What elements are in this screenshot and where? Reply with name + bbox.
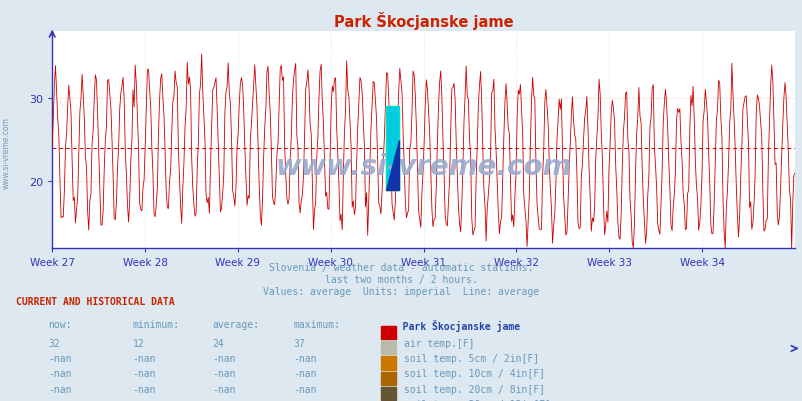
Text: -nan: -nan bbox=[293, 353, 316, 363]
Text: soil temp. 10cm / 4in[F]: soil temp. 10cm / 4in[F] bbox=[403, 369, 545, 379]
Bar bbox=[386, 107, 398, 190]
Text: -nan: -nan bbox=[48, 399, 71, 401]
Text: -nan: -nan bbox=[132, 399, 156, 401]
Text: -nan: -nan bbox=[213, 399, 236, 401]
Text: -nan: -nan bbox=[293, 369, 316, 379]
Bar bbox=[381, 387, 395, 400]
Bar bbox=[381, 372, 395, 385]
Text: last two months / 2 hours.: last two months / 2 hours. bbox=[325, 275, 477, 285]
Polygon shape bbox=[386, 140, 398, 190]
Text: -nan: -nan bbox=[213, 384, 236, 394]
Bar bbox=[386, 107, 398, 190]
Text: Park Škocjanske jame: Park Škocjanske jame bbox=[385, 319, 520, 331]
Text: -nan: -nan bbox=[293, 399, 316, 401]
Text: Slovenia / weather data - automatic stations.: Slovenia / weather data - automatic stat… bbox=[269, 263, 533, 273]
Text: soil temp. 30cm / 12in[F]: soil temp. 30cm / 12in[F] bbox=[403, 399, 550, 401]
Text: maximum:: maximum: bbox=[293, 319, 340, 329]
Text: CURRENT AND HISTORICAL DATA: CURRENT AND HISTORICAL DATA bbox=[16, 296, 175, 306]
Text: -nan: -nan bbox=[132, 353, 156, 363]
Text: air temp.[F]: air temp.[F] bbox=[403, 338, 474, 348]
Text: www.si-vreme.com: www.si-vreme.com bbox=[2, 117, 11, 188]
Text: Values: average  Units: imperial  Line: average: Values: average Units: imperial Line: av… bbox=[263, 287, 539, 297]
Text: 12: 12 bbox=[132, 338, 144, 348]
Text: 37: 37 bbox=[293, 338, 305, 348]
Title: Park Škocjanske jame: Park Škocjanske jame bbox=[334, 12, 512, 30]
Text: 32: 32 bbox=[48, 338, 60, 348]
Text: -nan: -nan bbox=[293, 384, 316, 394]
Text: now:: now: bbox=[48, 319, 71, 329]
Bar bbox=[381, 356, 395, 370]
Text: -nan: -nan bbox=[132, 384, 156, 394]
Text: -nan: -nan bbox=[48, 353, 71, 363]
Text: -nan: -nan bbox=[213, 353, 236, 363]
Bar bbox=[381, 341, 395, 354]
Text: www.si-vreme.com: www.si-vreme.com bbox=[275, 152, 571, 180]
Text: -nan: -nan bbox=[48, 369, 71, 379]
Text: 24: 24 bbox=[213, 338, 225, 348]
Text: -nan: -nan bbox=[48, 384, 71, 394]
Text: -nan: -nan bbox=[132, 369, 156, 379]
Text: -nan: -nan bbox=[213, 369, 236, 379]
Text: soil temp. 5cm / 2in[F]: soil temp. 5cm / 2in[F] bbox=[403, 353, 538, 363]
Text: soil temp. 20cm / 8in[F]: soil temp. 20cm / 8in[F] bbox=[403, 384, 545, 394]
Bar bbox=[381, 326, 395, 339]
Text: average:: average: bbox=[213, 319, 260, 329]
Text: minimum:: minimum: bbox=[132, 319, 180, 329]
